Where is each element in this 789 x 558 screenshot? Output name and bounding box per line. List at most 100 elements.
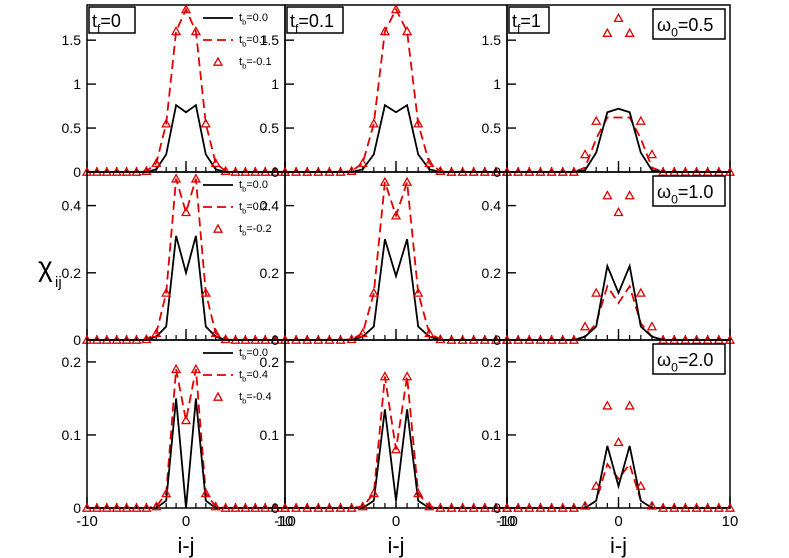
triangle-marker	[200, 488, 211, 498]
panel-frame	[86, 171, 286, 341]
triangle-marker	[646, 149, 658, 159]
y-tick-label: 0.1	[482, 427, 502, 443]
triangle-marker	[190, 173, 202, 183]
legend-label-main: t	[239, 56, 242, 68]
y-axis-label: χ	[38, 251, 53, 282]
y-tick-label: 0	[493, 500, 501, 516]
triangle-marker	[161, 118, 172, 128]
legend-label-main: t	[239, 347, 242, 359]
triangle-marker	[457, 502, 468, 512]
triangle-marker	[260, 502, 271, 512]
triangle-marker	[250, 502, 261, 512]
triangle-marker	[220, 502, 231, 512]
panel-r3-c2: 00.10.2-10 0 10i-j	[260, 339, 515, 558]
legend-label-sub: b	[242, 61, 246, 70]
legend-swatch-triangle	[212, 223, 224, 233]
legend-label-value: =0.2	[246, 201, 268, 213]
triangle-marker	[302, 502, 313, 512]
x-tick-label: 10	[722, 513, 739, 530]
triangle-marker	[490, 502, 502, 512]
tf-label: tf=1	[512, 11, 541, 35]
y-tick-label: 0	[73, 164, 81, 180]
triangle-marker	[170, 173, 182, 183]
panel-r2-c2: 00.20.4	[260, 171, 513, 348]
triangle-marker	[413, 287, 424, 297]
legend-swatch-triangle	[212, 56, 224, 66]
panel-frame	[284, 171, 508, 341]
triangle-marker	[613, 206, 624, 217]
omega-label-sub: 0	[671, 192, 678, 206]
y-tick-label: 0.2	[260, 354, 280, 370]
triangle-marker	[346, 165, 357, 175]
omega-label: ω0=0.5	[657, 15, 713, 39]
y-tick-label: 0.2	[482, 265, 502, 281]
triangle-marker	[269, 502, 281, 512]
legend-label-value: =-0.2	[246, 223, 271, 235]
panel-r2-c3: 0 0.2 0.4 ω0=1.0	[482, 171, 736, 348]
omega-label: ω0=2.0	[657, 350, 713, 374]
triangle-marker	[220, 165, 231, 175]
triangle-marker	[424, 327, 435, 338]
triangle-marker	[579, 149, 591, 159]
y-tick-label: 0	[73, 332, 81, 348]
y-tick-label: 0.4	[482, 198, 502, 214]
series-dashed-line	[285, 7, 507, 173]
triangle-marker	[390, 444, 402, 454]
x-tick-label: -10	[496, 513, 518, 530]
triangle-marker	[501, 502, 513, 512]
y-axis-label-subscript: ij	[55, 274, 62, 291]
tf-label-sub: f	[97, 21, 101, 35]
y-tick-label: 0.1	[260, 427, 280, 443]
omega-label-value: =2.0	[678, 350, 714, 370]
series-solid-line	[87, 398, 285, 509]
y-tick-label: 0.2	[260, 265, 280, 281]
triangle-marker	[613, 12, 624, 23]
triangle-marker	[624, 190, 635, 200]
triangle-marker	[435, 165, 446, 175]
triangle-marker	[91, 502, 103, 512]
triangle-marker	[713, 502, 724, 512]
triangle-marker	[591, 480, 602, 490]
y-tick-label: 1.5	[260, 32, 280, 48]
legend-label-value: =0.0	[246, 347, 268, 359]
tf-label-value: =1	[520, 11, 541, 31]
legend-swatch-triangle	[212, 391, 224, 401]
triangle-marker	[591, 287, 602, 297]
triangle-marker	[368, 488, 379, 498]
triangle-marker	[210, 327, 221, 338]
omega-label-box	[652, 343, 726, 375]
x-tick-label: 0	[392, 513, 400, 530]
tf-label-value: =0	[100, 11, 121, 31]
triangle-marker	[357, 327, 368, 338]
omega-label-box	[652, 8, 726, 40]
triangle-marker	[190, 363, 202, 374]
triangle-marker	[141, 165, 152, 175]
triangle-marker	[151, 501, 162, 511]
triangle-marker	[346, 502, 357, 512]
triangle-marker	[424, 501, 435, 511]
tf-label-sub: f	[295, 21, 299, 35]
y-tick-label: 0.4	[62, 198, 82, 214]
triangle-marker	[279, 502, 291, 512]
omega-label-main: ω	[657, 15, 671, 35]
omega-label-main: ω	[657, 182, 671, 202]
triangle-marker	[413, 118, 424, 128]
triangle-marker	[390, 210, 402, 220]
legend-label-value: =0.0	[246, 12, 268, 24]
y-tick-label: 1.5	[482, 32, 502, 48]
triangle-marker	[602, 190, 613, 200]
triangle-marker	[379, 176, 391, 186]
triangle-marker	[724, 502, 736, 512]
triangle-marker	[401, 176, 413, 186]
legend-label-value: =0.4	[246, 369, 268, 381]
triangle-marker	[535, 502, 546, 512]
triangle-marker	[691, 502, 702, 512]
omega-label: ω0=1.0	[657, 182, 713, 206]
tf-label-main: t	[92, 11, 97, 31]
triangle-marker	[401, 26, 413, 36]
triangle-marker	[357, 501, 368, 511]
triangle-marker	[624, 27, 635, 37]
panel-frame	[284, 339, 508, 509]
triangle-marker	[180, 4, 192, 14]
